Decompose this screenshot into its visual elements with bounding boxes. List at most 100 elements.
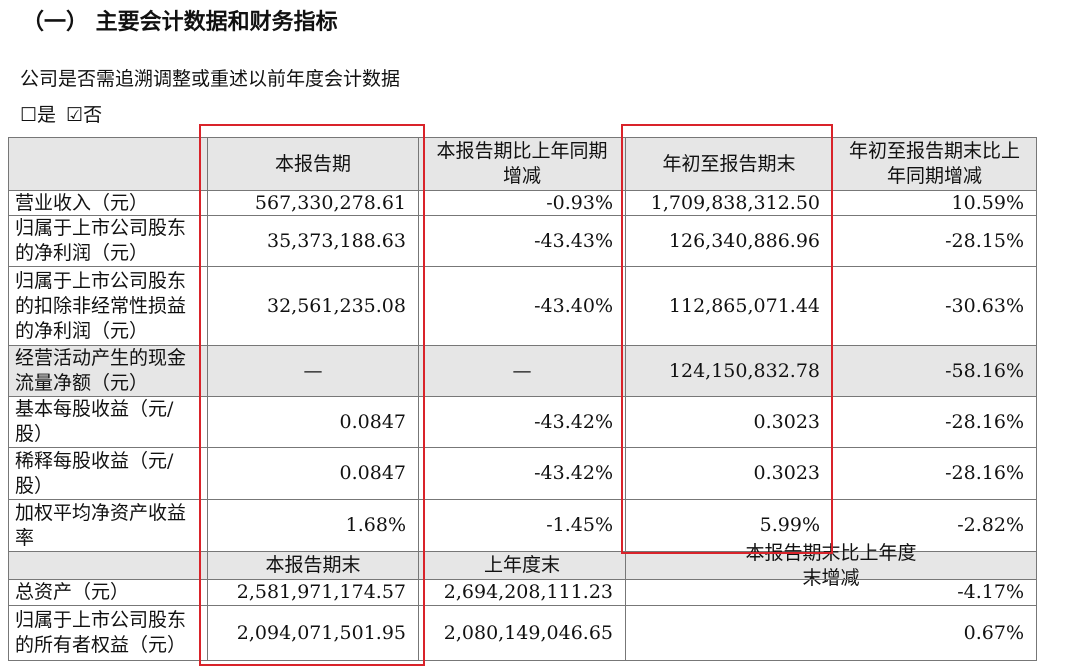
options: ☐是 ☑否 [20,100,112,127]
table-cell: 567,330,278.61 [207,190,419,216]
cell-text: 0.3023 [753,410,820,433]
table-cell: -0.93% [418,190,626,216]
table-cell: 本报告期末 [207,551,419,580]
table-cell: 稀释每股收益（元/股） [8,447,208,500]
cell-text: -28.16% [945,462,1024,484]
question: 公司是否需追溯调整或重述以前年度会计数据 [20,68,401,90]
table-cell: -43.40% [418,266,626,346]
table-cell [8,137,208,191]
table-cell: 1.68% [207,499,419,552]
table-cell: 2,094,071,501.95 [207,605,419,661]
cell-text: -2.82% [957,514,1024,536]
table-cell: 营业收入（元） [8,190,208,216]
heading: （一） 主要会计数据和财务指标 [22,9,338,35]
cell-text: -28.16% [945,410,1024,433]
table-cell: 归属于上市公司股东的净利润（元） [8,215,208,267]
cell-text: 567,330,278.61 [254,191,406,214]
table-cell: 总资产（元） [8,579,208,606]
cell-text: 总资产（元） [15,581,130,603]
cell-text: 本报告期末 [265,554,361,576]
cell-text: 经营活动产生的现金流量净额（元） [15,347,187,394]
cell-text: 112,865,071.44 [668,294,820,317]
table-cell: 0.3023 [625,447,833,500]
option: ☑否 [66,104,103,126]
table-cell: -43.42% [418,447,626,500]
table-cell: 0.0847 [207,396,419,448]
table-cell: 35,373,188.63 [207,215,419,267]
table-cell: 加权平均净资产收益率 [8,499,208,552]
cell-text: -43.42% [534,410,613,433]
cell-text: -0.93% [546,191,613,214]
table-cell: 上年度末 [418,551,626,580]
cell-text: — [303,359,323,382]
cell-text: 10.59% [951,191,1024,214]
cell-text: -43.42% [534,462,613,484]
table-cell: 126,340,886.96 [625,215,833,267]
table-cell: -28.16% [832,396,1037,448]
cell-text: 归属于上市公司股东的净利润（元） [15,217,187,264]
table-cell: 本报告期末比上年度末增减 [625,542,1037,589]
cell-text: 124,150,832.78 [668,359,820,382]
table-cell: 本报告期 [207,137,419,191]
cell-text: 0.0847 [339,410,406,433]
cell-text: 归属于上市公司股东的扣除非经常性损益的净利润（元） [15,269,187,342]
cell-text: 35,373,188.63 [266,229,406,252]
table-cell: 归属于上市公司股东的所有者权益（元） [8,605,208,661]
cell-text: 年初至报告期末比上年同期增减 [848,140,1020,187]
table-cell: -4.17% [625,579,1037,606]
table-cell: 32,561,235.08 [207,266,419,346]
table-cell: 10.59% [832,190,1037,216]
table-cell: — [207,345,419,397]
table-cell: 1,709,838,312.50 [625,190,833,216]
cell-text: 0.67% [963,621,1024,644]
table-cell: 112,865,071.44 [625,266,833,346]
table-cell: -28.16% [832,447,1037,500]
option: ☐是 [20,104,57,126]
cell-text: 基本每股收益（元/股） [15,398,174,445]
table-cell: 124,150,832.78 [625,345,833,397]
table-cell: 2,080,149,046.65 [418,605,626,661]
cell-text: -4.17% [957,581,1024,603]
table-cell: -30.63% [832,266,1037,346]
cell-text: 0.3023 [753,462,820,484]
table-cell: 归属于上市公司股东的扣除非经常性损益的净利润（元） [8,266,208,346]
table-cell: 0.3023 [625,396,833,448]
table-cell: 0.0847 [207,447,419,500]
cell-text: -43.40% [534,294,613,317]
cell-text: 归属于上市公司股东的所有者权益（元） [15,609,187,656]
cell-text: 5.99% [759,514,820,536]
cell-text: 2,581,971,174.57 [236,581,406,603]
cell-text: -58.16% [945,359,1024,382]
cell-text: 年初至报告期末 [662,152,796,175]
table-cell: 本报告期比上年同期增减 [418,137,626,191]
table-cell: 经营活动产生的现金流量净额（元） [8,345,208,397]
cell-text: 32,561,235.08 [266,294,406,317]
table-cell: -43.43% [418,215,626,267]
cell-text: -30.63% [945,294,1024,317]
table-cell: 年初至报告期末 [625,137,833,191]
cell-text: 本报告期 [274,152,351,175]
table-cell: 2,581,971,174.57 [207,579,419,606]
cell-text: 1,709,838,312.50 [650,191,820,214]
table-cell: -58.16% [832,345,1037,397]
table-cell: 0.67% [625,605,1037,661]
table-cell: -28.15% [832,215,1037,267]
cell-text: 0.0847 [339,462,406,484]
table-cell: 2,694,208,111.23 [418,579,626,606]
cell-text: 126,340,886.96 [668,229,820,252]
cell-text: 加权平均净资产收益率 [15,501,187,549]
cell-text: 1.68% [345,514,406,536]
cell-text: 本报告期比上年同期增减 [436,140,608,187]
cell-text: — [512,359,532,382]
cell-text: 上年度末 [483,554,560,576]
table-cell: -43.42% [418,396,626,448]
cell-text: -43.43% [534,229,613,252]
table-cell: 基本每股收益（元/股） [8,396,208,448]
cell-text: -1.45% [546,514,613,536]
cell-text: 2,694,208,111.23 [443,581,613,603]
cell-text: 稀释每股收益（元/股） [15,449,174,497]
cell-text: -28.15% [945,229,1024,252]
cell-text: 2,094,071,501.95 [236,621,406,644]
table-cell: — [418,345,626,397]
